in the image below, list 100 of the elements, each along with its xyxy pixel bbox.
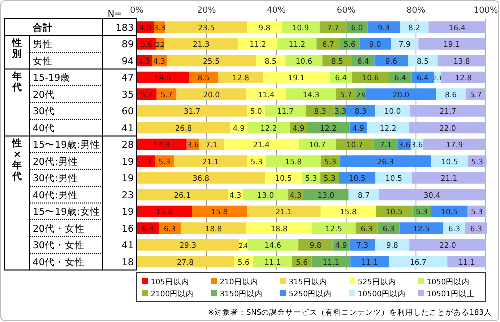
text: 18 — [122, 257, 134, 268]
bar — [350, 256, 390, 268]
bar — [410, 239, 486, 251]
bar — [192, 206, 248, 218]
bar — [424, 138, 486, 150]
bar — [137, 138, 187, 150]
y-tick-label: 30代:男性 — [33, 172, 78, 185]
bar — [389, 256, 448, 268]
bar — [375, 239, 410, 251]
text: 19 — [122, 156, 134, 168]
y-tick-label: 男性 — [33, 38, 53, 51]
bar — [246, 222, 312, 234]
bar — [137, 72, 189, 84]
bar — [238, 38, 278, 50]
bar — [340, 156, 432, 168]
bar — [316, 38, 340, 50]
bar — [379, 189, 486, 201]
y-tick-label: 40代 — [33, 123, 56, 134]
text: 41 — [122, 123, 134, 134]
bar — [137, 256, 234, 268]
bar — [247, 206, 321, 218]
bar — [366, 88, 436, 100]
bar — [224, 138, 299, 150]
y-tick-label: 20代:男性 — [33, 156, 78, 168]
bar — [374, 55, 408, 67]
bar — [418, 38, 486, 50]
bar — [360, 38, 392, 50]
bar — [312, 256, 351, 268]
bar — [167, 55, 256, 67]
bar — [265, 105, 306, 117]
bar — [248, 239, 299, 251]
bar — [376, 172, 412, 184]
bar — [266, 156, 322, 168]
y-tick-label: 15〜19歳:男性 — [33, 139, 100, 152]
bar — [248, 22, 282, 34]
bar — [174, 156, 248, 168]
bar — [428, 22, 486, 34]
text: 16 — [122, 224, 134, 235]
text: 28 — [122, 140, 134, 152]
y-tick-label: 15〜19歳:女性 — [33, 206, 100, 218]
bar — [263, 72, 330, 84]
bar — [137, 239, 240, 251]
y-tick-label: 30代・女性 — [33, 240, 86, 252]
bar — [438, 55, 486, 67]
y-tick-label: 15-19歳 — [33, 72, 71, 84]
y-tick-label: 合計 — [32, 22, 53, 34]
y-tick-label: 女性 — [33, 55, 53, 68]
text: 19 — [122, 207, 134, 218]
bar — [368, 22, 400, 34]
y-tick-label: 20代・女性 — [33, 222, 86, 235]
text: N= — [108, 10, 122, 20]
x-tick-label: 60% — [336, 6, 356, 16]
x-tick-label: 0% — [130, 6, 144, 16]
bar — [441, 72, 486, 84]
bar — [298, 239, 333, 251]
text: 19 — [122, 174, 134, 185]
bar — [164, 38, 239, 50]
text: 23 — [122, 190, 134, 202]
bar — [320, 22, 347, 34]
x-tick-label: 20% — [197, 6, 216, 16]
bar — [254, 256, 292, 268]
bar — [350, 239, 376, 251]
bar — [176, 88, 247, 100]
text: 年代 — [12, 70, 22, 94]
bar — [307, 122, 350, 134]
text: 60 — [122, 106, 134, 118]
bar — [322, 55, 352, 67]
bar — [366, 122, 410, 134]
bar — [265, 172, 302, 184]
bar — [400, 222, 444, 234]
bar — [298, 138, 336, 150]
bar — [137, 206, 192, 218]
bar — [166, 22, 248, 34]
y-tick-label: 20代 — [33, 90, 56, 101]
y-tick-label: 30代 — [33, 106, 56, 118]
bar — [137, 189, 228, 201]
bar — [180, 222, 247, 234]
bar — [391, 38, 419, 50]
bar — [400, 22, 429, 34]
bar — [248, 122, 290, 134]
bar — [448, 256, 486, 268]
bar — [286, 88, 336, 100]
bar — [410, 105, 486, 117]
bar — [243, 189, 288, 201]
bar — [408, 55, 438, 67]
bar — [412, 172, 486, 184]
bar — [410, 122, 486, 134]
text: 94 — [122, 56, 134, 68]
x-tick-label: 100% — [474, 6, 498, 16]
bar — [348, 189, 380, 201]
bar — [312, 222, 356, 234]
bar — [303, 189, 349, 201]
y-tick-label: 40代:男性 — [33, 189, 78, 202]
text: 183 — [116, 22, 134, 34]
bar — [374, 138, 398, 150]
bar — [137, 122, 231, 134]
text: 89 — [122, 40, 134, 51]
text: 性別 — [12, 36, 22, 60]
text: 41 — [122, 240, 134, 252]
bar — [137, 172, 266, 184]
